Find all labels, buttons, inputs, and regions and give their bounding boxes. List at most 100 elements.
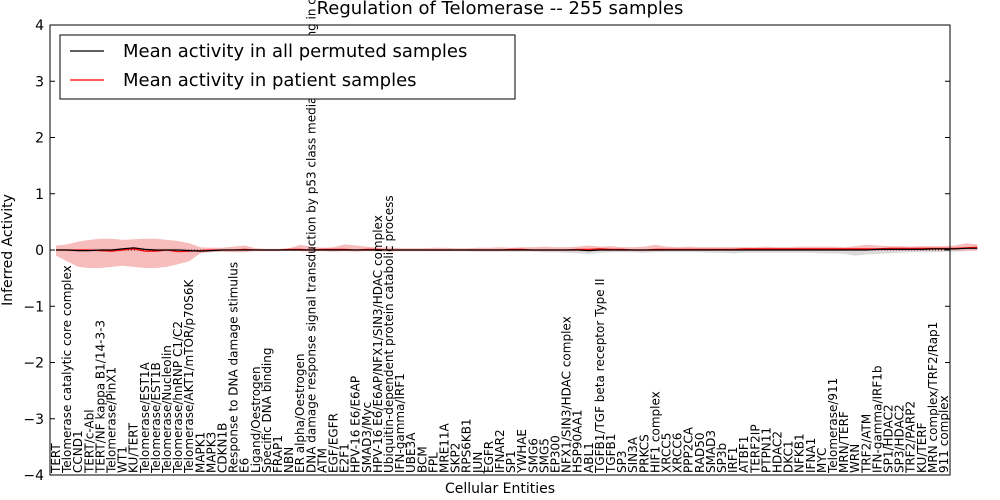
y-tick-label: −1: [23, 299, 44, 315]
x-tick-label: SP3b: [715, 443, 729, 473]
x-tick-label: Telomerase/Nucleolin: [160, 345, 174, 474]
x-tick-label: SMAD3/Myc: [360, 402, 374, 473]
x-tick-label: FPL: [426, 452, 440, 473]
x-tick-label: SP1: [504, 451, 518, 474]
x-tick-label: SMG5: [537, 438, 551, 473]
x-tick-label: MYC: [815, 448, 829, 473]
x-tick-label: RAD50: [693, 432, 707, 473]
x-tick-label: CDKN1B: [216, 423, 230, 473]
x-tick-label: FRAP1: [271, 435, 285, 473]
y-tick-label: 0: [35, 243, 44, 259]
x-tick-label: EGF/EGFR: [327, 413, 341, 473]
y-tick-label: 2: [35, 131, 44, 147]
x-tick-label: XRCC6: [671, 433, 685, 473]
x-tick-label: IFN-gamma/IRF1: [393, 373, 407, 473]
x-tick-label: SIN3A: [626, 436, 640, 473]
x-tick-label: ATBF1: [737, 436, 751, 473]
x-tick-label: SMAD3: [704, 430, 718, 473]
x-tick-label: YWHAE: [515, 429, 529, 474]
x-tick-label: TGFB1/TGF beta receptor Type II: [593, 278, 607, 474]
x-tick-label: Telomerase/911: [826, 378, 840, 474]
x-tick-label: Telomerase/EST1B: [149, 362, 163, 474]
x-tick-label: IFNA1: [804, 438, 818, 473]
permuted-mean-line: [56, 247, 978, 252]
x-tick-label: 911 complex: [937, 395, 951, 473]
x-tick-label: NBN: [282, 447, 296, 473]
y-tick-label: 1: [35, 187, 44, 203]
x-tick-label: SMG6: [526, 438, 540, 473]
x-tick-label: PRKCS: [637, 434, 651, 473]
x-tick-label: TRF2/ATM: [859, 414, 873, 474]
x-tick-label: XRCC5: [660, 433, 674, 473]
x-tick-label: TGFB1: [604, 434, 618, 474]
x-tick-label: CCND1: [71, 430, 85, 473]
x-tick-label: MRN/TERF: [837, 411, 851, 473]
x-tick-label: BCM: [415, 446, 429, 473]
legend-label-permuted: Mean activity in all permuted samples: [123, 41, 467, 62]
x-axis-label: Cellular Entities: [445, 481, 555, 497]
x-tick-label: RPS6KB1: [460, 418, 474, 473]
y-tick-label: −3: [23, 412, 44, 428]
x-tick-label: KU/TERF: [915, 422, 929, 473]
x-tick-label: Telomerase/hnRNP C1/C2: [171, 321, 185, 474]
x-tick-label: NFKB1: [793, 433, 807, 473]
x-tick-label: SP3: [615, 451, 629, 474]
x-tick-label: Telomerase catalytic core complex: [60, 265, 74, 474]
x-tick-label: JUN: [471, 452, 485, 474]
x-tick-label: ATM: [315, 448, 329, 473]
x-tick-label: SP3/HDAC2: [893, 404, 907, 473]
series-lines: [56, 246, 978, 253]
x-tick-label: Telomerase/AKT1/mTOR/p70S6K: [182, 278, 196, 474]
y-axis-ticks: −4 −3 −2 −1 0 1 2 3 4: [23, 18, 950, 484]
x-tick-label: SKP2: [449, 443, 463, 473]
x-tick-label: E2F1: [338, 443, 352, 473]
x-tick-label: TERF2IP: [748, 424, 762, 474]
plot-frame: [49, 24, 951, 476]
x-tick-label: Ubiquitin-dependent protein catabolic pr…: [382, 195, 396, 473]
x-tick-label: MAPK1: [193, 432, 207, 473]
patient-confidence-band: [56, 238, 978, 268]
x-tick-label: IFNAR2: [493, 429, 507, 473]
confidence-bands: [56, 238, 978, 268]
x-tick-label: MRN complex/TRF2/Rap1: [926, 322, 940, 473]
x-tick-label: Telomerase/PinX1: [105, 367, 119, 474]
legend-box: [59, 34, 516, 100]
x-tick-label: EGFR: [482, 441, 496, 473]
x-tick-label: WRN: [848, 444, 862, 473]
x-tick-label: DKC1: [782, 441, 796, 473]
x-tick-label: EP300: [549, 435, 563, 473]
x-tick-label: HPV-16 E6/E6AP/NFX1/SIN3/HDAC complex: [371, 215, 385, 473]
x-tick-label: PTPN11: [759, 427, 773, 473]
x-tick-label: Response to DNA damage stimulus: [227, 262, 241, 473]
x-tick-label: PPP2CA: [682, 426, 696, 473]
x-tick-label: E6: [238, 458, 252, 473]
x-tick-label: ER alpha/Oestrogen: [293, 354, 307, 473]
x-tick-label: DNA damage response signal transduction …: [304, 0, 318, 473]
x-tick-label: ABL1: [582, 442, 596, 473]
x-tick-label: WT1: [116, 446, 130, 473]
x-tick-label: HDAC2: [771, 431, 785, 473]
x-tick-label: IRF1: [726, 447, 740, 473]
x-tick-label: HIF1 complex: [648, 391, 662, 473]
x-tick-label: NFX1/SIN3/HDAC complex: [560, 316, 574, 473]
x-tick-label: SP1/HDAC2: [882, 404, 896, 473]
x-tick-label: MRE11A: [438, 422, 452, 473]
y-tick-label: −2: [23, 356, 44, 372]
chart-title: Regulation of Telomerase -- 255 samples: [317, 0, 684, 19]
y-axis-label: Inferred Activity: [0, 194, 16, 306]
x-tick-label: Specific DNA binding: [260, 348, 274, 474]
x-tick-label: TERT/NF kappa B1/14-3-3: [93, 320, 107, 474]
x-tick-label: TERT: [49, 443, 63, 474]
x-tick-label: IFN-gamma/IRF1b: [870, 365, 884, 473]
x-tick-label: HSP90AA1: [571, 409, 585, 473]
legend-label-patient: Mean activity in patient samples: [123, 70, 417, 91]
legend: Mean activity in all permuted samples Me…: [59, 34, 516, 100]
x-tick-label: MAPK3: [204, 432, 218, 473]
x-tick-label: Telomerase/EST1A: [138, 361, 152, 474]
y-tick-label: 4: [35, 18, 44, 34]
x-tick-label: Ligand/Oestrogen: [249, 366, 263, 473]
y-tick-label: −4: [23, 468, 44, 484]
x-tick-label: TERT/c-Abl: [82, 409, 96, 474]
